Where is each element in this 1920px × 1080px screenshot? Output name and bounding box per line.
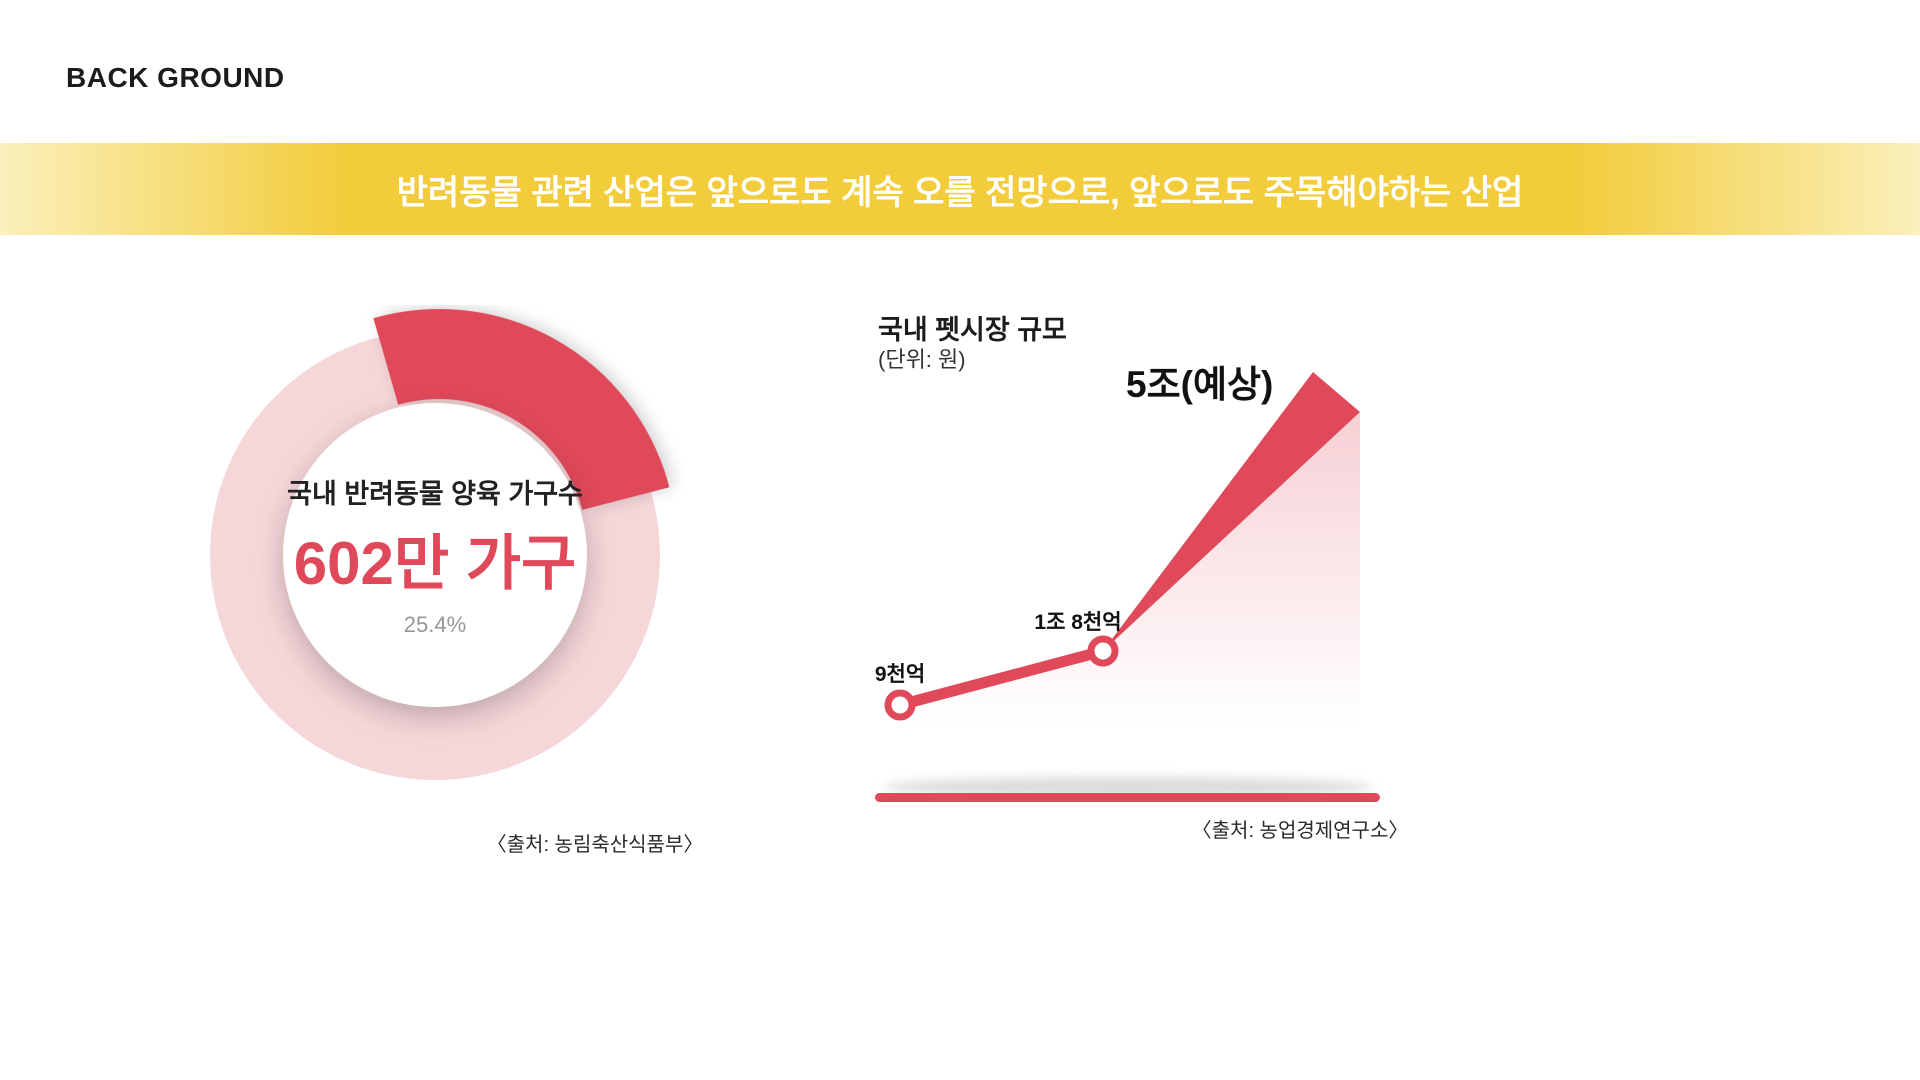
point-label-1: 9천억: [874, 663, 926, 686]
line-chart-source: 〈출처: 농업경제연구소〉: [1191, 820, 1409, 842]
data-marker-2: [1087, 635, 1119, 667]
donut-title: 국내 반려동물 양육 가구수: [287, 479, 583, 509]
trend-line: [894, 645, 1109, 711]
page-title: BACK GROUND: [66, 62, 285, 93]
point-label-2: 1조 8천억: [1034, 611, 1122, 634]
forecast-label: 5조(예상): [1126, 364, 1274, 405]
data-marker-1: [884, 689, 916, 721]
line-chart-unit: (단위: 원): [878, 347, 966, 372]
donut-value: 602만 가구: [293, 530, 577, 597]
donut-segment-arc: [201, 309, 677, 785]
growth-wedge: [1103, 372, 1360, 651]
baseline-bar: [875, 793, 1380, 802]
donut-percent-label: 25.4%: [403, 612, 467, 637]
donut-source: 〈출처: 농림축산식품부〉: [486, 834, 704, 856]
line-chart-title: 국내 펫시장 규모: [878, 315, 1067, 345]
headline-banner: 반려동물 관련 산업은 앞으로도 계속 오를 전망으로, 앞으로도 주목해야하는…: [0, 143, 1920, 235]
donut-chart-svg: [201, 309, 677, 785]
area-fill: [900, 412, 1360, 782]
line-chart-svg: [875, 372, 1380, 802]
donut-center-disc: 국내 반려동물 양육 가구수 602만 가구 25.4%: [283, 403, 587, 707]
headline-text: 반려동물 관련 산업은 앞으로도 계속 오를 전망으로, 앞으로도 주목해야하는…: [396, 173, 1524, 212]
